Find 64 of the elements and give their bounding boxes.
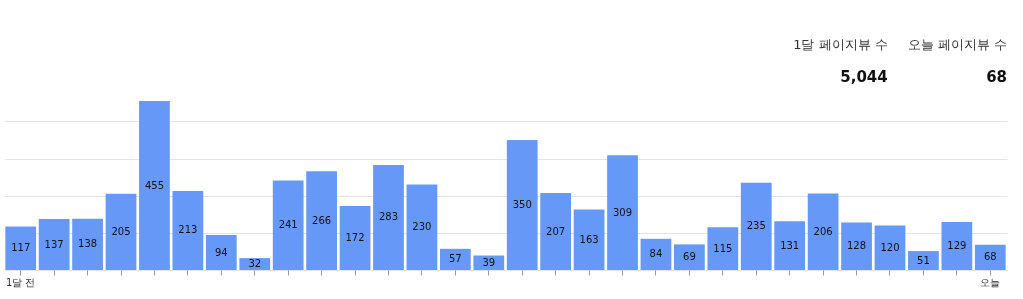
data-label: 138 xyxy=(78,238,98,250)
data-label: 241 xyxy=(278,219,298,231)
bar xyxy=(139,101,170,270)
data-label: 39 xyxy=(482,256,496,268)
data-label: 163 xyxy=(579,233,599,245)
bar xyxy=(974,244,1006,270)
data-label: 205 xyxy=(111,225,131,237)
data-label: 309 xyxy=(612,206,633,218)
bar xyxy=(740,182,772,270)
data-label: 207 xyxy=(546,225,566,237)
bar xyxy=(774,221,806,270)
bar xyxy=(339,206,371,270)
bar xyxy=(908,251,939,270)
data-label: 137 xyxy=(44,238,64,250)
data-label: 117 xyxy=(11,242,31,254)
data-label: 51 xyxy=(917,254,930,266)
data-label: 68 xyxy=(983,251,997,263)
data-label: 213 xyxy=(178,224,198,236)
bar xyxy=(105,193,137,270)
data-label: 57 xyxy=(448,253,462,265)
data-label: 94 xyxy=(214,246,228,258)
bar xyxy=(874,225,906,270)
bar xyxy=(607,155,638,270)
data-label: 235 xyxy=(746,220,766,232)
data-label: 128 xyxy=(847,240,867,252)
data-label: 84 xyxy=(649,248,663,260)
data-label: 172 xyxy=(345,232,365,244)
x-tick-label: 오늘 xyxy=(980,276,1001,288)
bar xyxy=(807,193,839,270)
data-label: 206 xyxy=(813,225,833,237)
text: 1달 페이지뷰 수 xyxy=(793,36,888,54)
bar xyxy=(306,171,337,270)
bar xyxy=(439,248,471,270)
x-tick-label: 1달 전 xyxy=(5,276,36,288)
bar xyxy=(172,190,204,270)
bar xyxy=(640,238,672,270)
bar xyxy=(941,222,973,270)
data-label: 455 xyxy=(144,179,164,191)
bar xyxy=(573,209,605,270)
text: 오늘 페이지뷰 수 xyxy=(907,36,1007,54)
data-label: 230 xyxy=(412,221,432,233)
bar xyxy=(841,222,872,270)
data-label: 266 xyxy=(312,214,332,226)
bar xyxy=(5,226,37,270)
data-label: 131 xyxy=(780,239,800,251)
data-label: 115 xyxy=(713,242,733,254)
bar xyxy=(38,219,70,270)
data-label: 283 xyxy=(378,211,399,223)
bar xyxy=(674,244,705,270)
data-label: 32 xyxy=(248,258,262,270)
data-label: 350 xyxy=(512,199,532,210)
data-label: 129 xyxy=(947,240,967,252)
bar xyxy=(272,180,304,270)
bar xyxy=(406,184,438,270)
bar xyxy=(540,193,572,270)
text: 5,044 xyxy=(839,68,888,86)
data-label: 69 xyxy=(683,251,696,263)
bar xyxy=(205,235,237,270)
bar xyxy=(373,164,404,270)
bar xyxy=(72,218,103,270)
data-label: 120 xyxy=(880,241,900,253)
bar xyxy=(506,140,538,270)
bar xyxy=(707,227,739,270)
text: 68 xyxy=(985,68,1007,86)
